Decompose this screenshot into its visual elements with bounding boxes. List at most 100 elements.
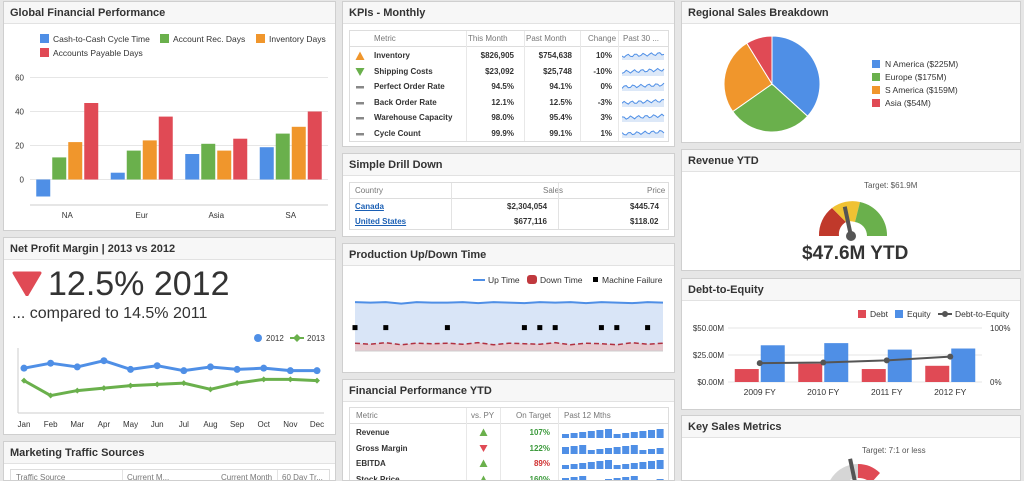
fin-metric: Revenue — [356, 428, 390, 437]
bar — [110, 172, 125, 180]
x-tick-label: Oct — [258, 420, 271, 429]
col-header: On Target — [516, 411, 551, 420]
y2-tick-label: 100% — [990, 324, 1010, 333]
machine-failure-marker — [383, 325, 389, 331]
panel-title: Revenue YTD — [682, 150, 1020, 172]
panel-title: Debt-to-Equity — [682, 279, 1020, 301]
col-current-month: Current Month — [221, 473, 273, 481]
x-tick-label: Aug — [203, 420, 217, 429]
data-point — [47, 392, 54, 399]
kpi-change: -10% — [593, 66, 612, 76]
data-point — [207, 386, 214, 393]
pie-slice — [746, 35, 773, 86]
legend-label: Asia ($54M) — [885, 98, 931, 108]
data-point — [20, 364, 28, 372]
key-sales-gauge — [830, 458, 880, 480]
series-line — [23, 377, 318, 398]
x-tick-label: Jan — [18, 420, 31, 429]
sparkline — [622, 67, 665, 76]
uptime-area — [355, 302, 663, 351]
bar — [68, 142, 83, 180]
fin-pct: 89% — [533, 459, 550, 468]
bar — [36, 179, 51, 197]
machine-failure-marker — [645, 325, 651, 331]
kpi-this-month: 98.0% — [491, 113, 514, 122]
marketing-table: Traffic Source Current M... Current Mont… — [10, 469, 330, 481]
legend-label: Equity — [907, 309, 931, 319]
legend-label: 2013 — [307, 334, 325, 343]
col-header: Metric — [356, 411, 378, 420]
kpi-this-month: 12.1% — [491, 97, 514, 107]
data-point — [756, 360, 763, 367]
flat-dash-icon — [356, 86, 364, 89]
regional-sales-pie: N America ($225M) Europe ($175M) S America… — [723, 35, 958, 133]
drill-country-canada[interactable]: Canada — [355, 202, 384, 211]
x-tick-label: Eur — [136, 211, 149, 220]
machine-failure-marker — [614, 325, 620, 331]
col-traffic-source: Traffic Source — [16, 473, 66, 481]
bar-sparkline — [562, 475, 664, 480]
kpi-past-month: $754,638 — [538, 51, 572, 60]
production-chart: Up Time Down Time Machine Failure — [352, 275, 664, 352]
kpi-this-month: $23,092 — [485, 66, 514, 76]
legend-marker — [254, 334, 262, 342]
data-point — [260, 376, 267, 383]
machine-failure-marker — [521, 325, 527, 331]
x-tick-label: 2011 FY — [871, 387, 903, 397]
bar — [951, 348, 976, 382]
key-sales-panel: Key Sales Metrics Target: 7:1 or less — [681, 415, 1021, 481]
x-tick-label: 2010 FY — [807, 387, 839, 397]
data-point — [47, 359, 55, 367]
legend-label: Machine Failure — [602, 275, 663, 285]
legend-swatch — [872, 99, 880, 107]
flat-dash-icon — [356, 117, 364, 120]
machine-failure-marker — [352, 325, 358, 331]
legend-label: Accounts Payable Days — [53, 48, 143, 58]
legend-label: Cash-to-Cash Cycle Time — [53, 34, 150, 44]
col-change: Change — [588, 34, 617, 43]
bar-sparkline — [562, 444, 664, 454]
kpi-change: 1% — [600, 128, 612, 138]
col-country: Country — [355, 186, 384, 195]
panel-title: Production Up/Down Time — [343, 244, 674, 266]
machine-failure-marker — [537, 325, 543, 331]
fin-metric: Stock Price — [356, 474, 400, 481]
financial-performance-panel: Financial Performance YTD Metric vs. PY On… — [342, 379, 675, 481]
kpi-change: 10% — [595, 51, 612, 60]
drill-price: $118.02 — [630, 217, 659, 226]
panel-title: Key Sales Metrics — [682, 416, 1020, 438]
kpi-metric: Cycle Count — [374, 128, 421, 138]
legend-swatch — [872, 73, 880, 81]
data-point — [127, 382, 134, 389]
debt-equity-panel: Debt-to-Equity Debt Equity Debt-to-Equity $… — [681, 278, 1021, 410]
drill-country-us[interactable]: United States — [355, 217, 407, 226]
sparkline — [622, 52, 665, 60]
col-sales: Sales — [543, 186, 564, 195]
revenue-gauge — [818, 201, 888, 241]
kpis-table: Metric This Month Past Month Change Past 30 … — [349, 30, 669, 142]
legend-swatch — [256, 34, 265, 43]
global-financial-chart: Cash-to-Cash Cycle Time Account Rec. Days… — [15, 34, 328, 220]
kpi-this-month: $826,905 — [480, 51, 514, 60]
bar — [861, 369, 886, 382]
kpi-past-month: $25,748 — [543, 66, 572, 76]
bar — [158, 116, 173, 180]
bar — [291, 126, 306, 180]
x-tick-label: Sep — [230, 420, 245, 429]
data-point — [21, 377, 27, 384]
bar — [307, 111, 322, 180]
debt-equity-chart: Debt Equity Debt-to-Equity $50.00M $25.00M $0… — [693, 309, 1011, 397]
data-point — [100, 385, 107, 392]
sparkline — [622, 98, 665, 107]
legend-label: Debt-to-Equity — [955, 309, 1010, 319]
pie-slice — [771, 35, 821, 117]
kpi-change: 0% — [600, 82, 612, 91]
kpi-metric: Warehouse Capacity — [374, 113, 453, 122]
data-point — [127, 365, 135, 373]
data-point — [180, 367, 188, 375]
legend-label: Debt — [870, 309, 889, 319]
downtime-line — [354, 341, 664, 346]
legend-label: N America ($225M) — [885, 59, 958, 69]
data-point — [73, 363, 81, 371]
production-panel: Production Up/Down Time Up Time Down Time… — [342, 243, 675, 373]
